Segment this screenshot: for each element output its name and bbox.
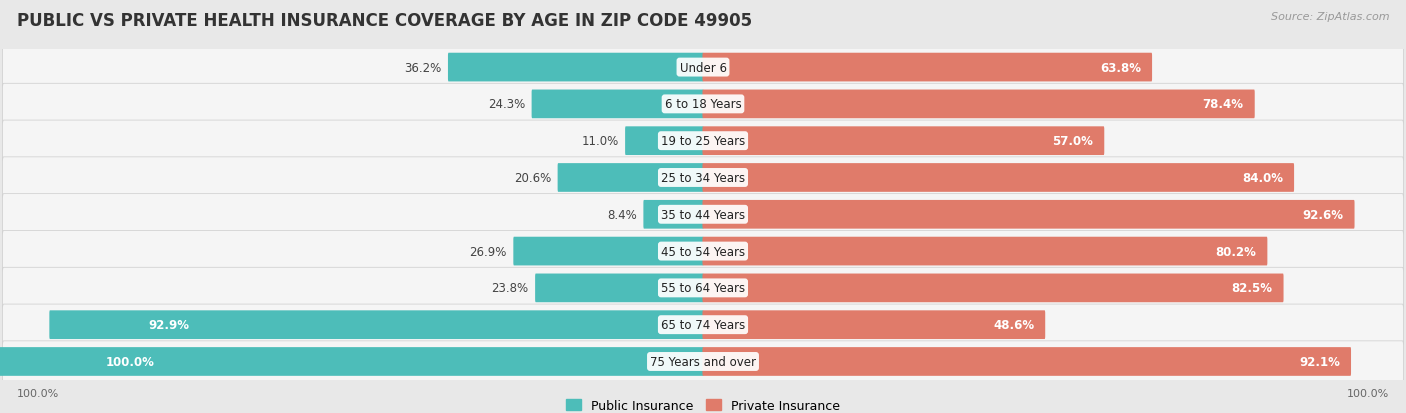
Text: 19 to 25 Years: 19 to 25 Years xyxy=(661,135,745,148)
Text: 84.0%: 84.0% xyxy=(1241,171,1284,185)
Text: 78.4%: 78.4% xyxy=(1202,98,1244,111)
Text: 80.2%: 80.2% xyxy=(1215,245,1257,258)
FancyBboxPatch shape xyxy=(3,157,1403,199)
Text: 65 to 74 Years: 65 to 74 Years xyxy=(661,318,745,331)
Text: 100.0%: 100.0% xyxy=(105,355,155,368)
Legend: Public Insurance, Private Insurance: Public Insurance, Private Insurance xyxy=(561,394,845,413)
Text: 6 to 18 Years: 6 to 18 Years xyxy=(665,98,741,111)
Text: Source: ZipAtlas.com: Source: ZipAtlas.com xyxy=(1271,12,1389,22)
Text: 55 to 64 Years: 55 to 64 Years xyxy=(661,282,745,294)
FancyBboxPatch shape xyxy=(703,90,1254,119)
FancyBboxPatch shape xyxy=(558,164,703,192)
Text: 20.6%: 20.6% xyxy=(515,171,551,185)
FancyBboxPatch shape xyxy=(3,231,1403,272)
FancyBboxPatch shape xyxy=(49,311,703,339)
FancyBboxPatch shape xyxy=(703,200,1354,229)
FancyBboxPatch shape xyxy=(703,164,1294,192)
FancyBboxPatch shape xyxy=(703,311,1045,339)
FancyBboxPatch shape xyxy=(3,304,1403,345)
Text: 100.0%: 100.0% xyxy=(1347,388,1389,398)
Text: 63.8%: 63.8% xyxy=(1099,62,1142,74)
FancyBboxPatch shape xyxy=(3,84,1403,125)
Text: 11.0%: 11.0% xyxy=(582,135,619,148)
FancyBboxPatch shape xyxy=(3,194,1403,235)
Text: Under 6: Under 6 xyxy=(679,62,727,74)
FancyBboxPatch shape xyxy=(626,127,703,156)
Text: 24.3%: 24.3% xyxy=(488,98,526,111)
FancyBboxPatch shape xyxy=(703,347,1351,376)
Text: 92.1%: 92.1% xyxy=(1299,355,1340,368)
Text: 35 to 44 Years: 35 to 44 Years xyxy=(661,208,745,221)
Text: 26.9%: 26.9% xyxy=(470,245,508,258)
Text: 25 to 34 Years: 25 to 34 Years xyxy=(661,171,745,185)
FancyBboxPatch shape xyxy=(3,121,1403,162)
FancyBboxPatch shape xyxy=(0,347,703,376)
FancyBboxPatch shape xyxy=(644,200,703,229)
Text: PUBLIC VS PRIVATE HEALTH INSURANCE COVERAGE BY AGE IN ZIP CODE 49905: PUBLIC VS PRIVATE HEALTH INSURANCE COVER… xyxy=(17,12,752,30)
FancyBboxPatch shape xyxy=(449,54,703,82)
FancyBboxPatch shape xyxy=(3,268,1403,309)
Text: 92.9%: 92.9% xyxy=(148,318,188,331)
Text: 92.6%: 92.6% xyxy=(1302,208,1344,221)
FancyBboxPatch shape xyxy=(703,127,1104,156)
FancyBboxPatch shape xyxy=(3,341,1403,382)
Text: 36.2%: 36.2% xyxy=(405,62,441,74)
FancyBboxPatch shape xyxy=(703,237,1267,266)
Text: 45 to 54 Years: 45 to 54 Years xyxy=(661,245,745,258)
Text: 48.6%: 48.6% xyxy=(993,318,1035,331)
FancyBboxPatch shape xyxy=(513,237,703,266)
FancyBboxPatch shape xyxy=(536,274,703,302)
FancyBboxPatch shape xyxy=(703,54,1152,82)
Text: 57.0%: 57.0% xyxy=(1052,135,1094,148)
Text: 8.4%: 8.4% xyxy=(607,208,637,221)
Text: 23.8%: 23.8% xyxy=(492,282,529,294)
Text: 100.0%: 100.0% xyxy=(17,388,59,398)
FancyBboxPatch shape xyxy=(703,274,1284,302)
Text: 75 Years and over: 75 Years and over xyxy=(650,355,756,368)
Text: 82.5%: 82.5% xyxy=(1232,282,1272,294)
FancyBboxPatch shape xyxy=(531,90,703,119)
FancyBboxPatch shape xyxy=(3,47,1403,88)
